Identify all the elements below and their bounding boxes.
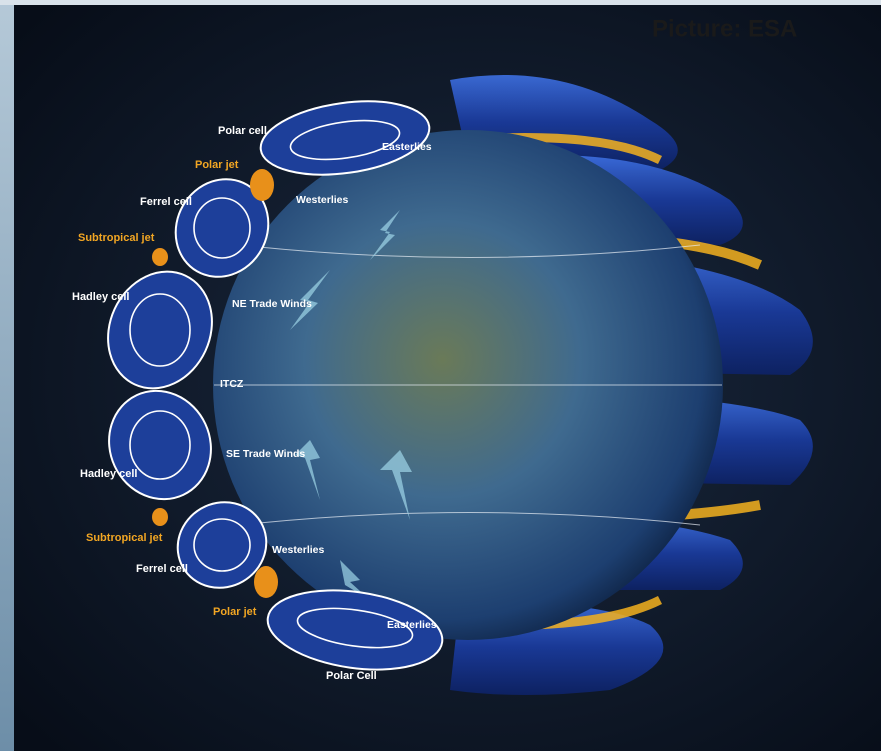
wind-label: SE Trade Winds <box>226 448 305 460</box>
jet-label: Subtropical jet <box>78 232 155 244</box>
jet-label: Subtropical jet <box>86 532 163 544</box>
wind-arrows <box>290 210 412 600</box>
jet-label: Polar jet <box>213 606 257 618</box>
wind-label: Westerlies <box>272 544 324 556</box>
cell-label: Polar cell <box>218 125 267 137</box>
wind-label: NE Trade Winds <box>232 298 312 310</box>
cell-label: Hadley cell <box>80 468 137 480</box>
cell-label: Ferrel cell <box>140 196 192 208</box>
cells <box>107 100 444 671</box>
jet-label: Polar jet <box>195 159 239 171</box>
side-strip <box>0 0 14 751</box>
cell-label: Hadley cell <box>72 291 129 303</box>
latitude-lines <box>214 244 722 526</box>
top-strip <box>0 0 881 5</box>
wind-label: ITCZ <box>220 378 244 390</box>
wind-label: Westerlies <box>296 194 348 206</box>
wind-label: Easterlies <box>387 619 437 631</box>
wind-label: Easterlies <box>382 141 432 153</box>
cell-label: Polar Cell <box>326 670 377 682</box>
cell-label: Ferrel cell <box>136 563 188 575</box>
credit: Picture: ESA <box>652 15 797 42</box>
